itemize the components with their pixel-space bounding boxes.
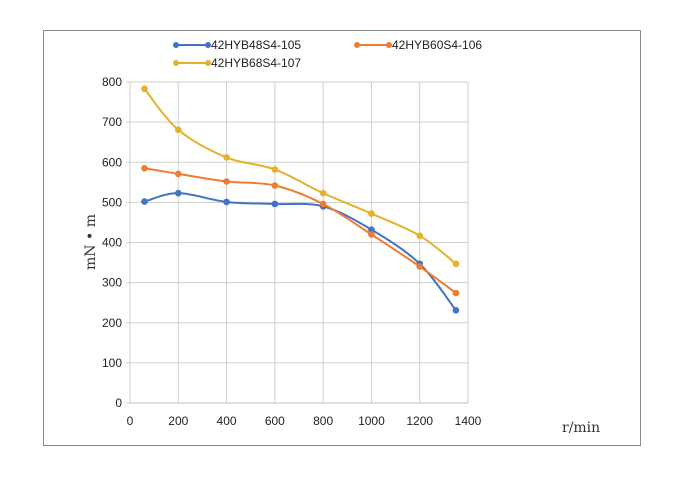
y-tick-label: 200 — [102, 316, 122, 330]
x-tick-label: 600 — [265, 414, 285, 428]
x-tick-label: 800 — [313, 414, 333, 428]
data-point — [223, 154, 230, 161]
x-axis-label: r/min — [562, 420, 600, 436]
data-point — [452, 307, 460, 314]
y-tick-label: 800 — [102, 75, 122, 89]
tick-labels: 0 100 200 300 400 500 600 700 800 0 200 400 600 800 10… — [102, 75, 482, 428]
data-point — [271, 166, 279, 173]
data-point — [271, 200, 279, 208]
legend-marker — [386, 42, 392, 48]
data-point — [223, 198, 230, 206]
data-point — [368, 231, 375, 238]
data-point — [223, 178, 230, 185]
data-point — [319, 189, 327, 197]
legend-marker — [173, 42, 179, 48]
chart-frame — [43, 30, 641, 446]
series-line-42HYB48S4-105 — [144, 192, 457, 311]
legend-marker — [173, 60, 179, 66]
legend-marker — [205, 60, 211, 66]
y-tick-label: 400 — [102, 236, 122, 250]
x-tick-label: 1000 — [358, 414, 385, 428]
data-point — [174, 126, 182, 134]
y-tick-label: 300 — [102, 276, 122, 290]
data-point — [319, 200, 327, 208]
x-tick-label: 1400 — [455, 414, 482, 428]
legend-label: 42HYB48S4-105 — [211, 38, 301, 52]
series-line-42HYB60S4-106 — [144, 167, 457, 294]
y-tick-label: 0 — [115, 396, 122, 410]
legend-marker — [205, 42, 211, 48]
x-tick-label: 1200 — [406, 414, 433, 428]
data-point — [141, 198, 148, 205]
x-tick-label: 0 — [127, 414, 134, 428]
x-tick-label: 200 — [168, 414, 188, 428]
x-tick-label: 400 — [217, 414, 237, 428]
data-point — [174, 170, 182, 178]
data-point — [141, 164, 148, 172]
legend-marker — [354, 42, 360, 48]
data-point — [416, 232, 424, 239]
data-point — [368, 226, 375, 233]
legend-label: 42HYB60S4-106 — [392, 38, 482, 52]
data-point — [271, 182, 279, 189]
y-tick-label: 100 — [102, 356, 122, 370]
legend: 42HYB48S4-105 42HYB60S4-106 42HYB68S4-107 — [173, 38, 482, 70]
legend-label: 42HYB68S4-107 — [211, 56, 301, 70]
data-point — [416, 263, 424, 270]
grid — [126, 81, 469, 404]
data-point — [174, 189, 182, 197]
y-tick-label: 700 — [102, 115, 122, 129]
series-lines — [141, 85, 460, 314]
data-point — [452, 260, 460, 268]
series-line-42HYB68S4-107 — [143, 88, 457, 265]
y-axis-label: mN • m — [83, 214, 99, 270]
data-point — [452, 289, 460, 297]
y-tick-label: 600 — [102, 155, 122, 169]
y-tick-label: 500 — [102, 195, 122, 209]
data-point — [141, 85, 148, 93]
data-point — [368, 210, 375, 217]
